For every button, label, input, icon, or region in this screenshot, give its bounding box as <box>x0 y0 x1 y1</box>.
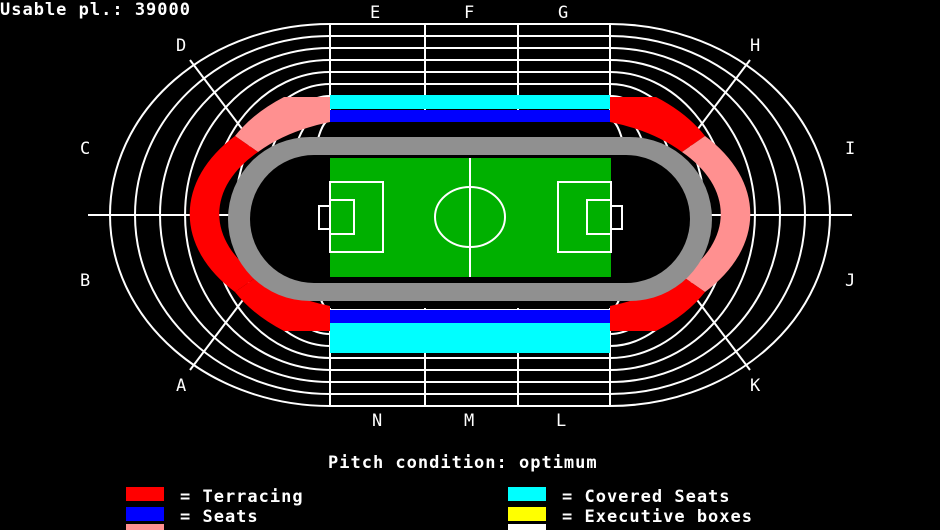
sector-label-a: A <box>176 376 186 396</box>
stand-left-lower-terracing[interactable] <box>235 276 330 331</box>
sector-label-i: I <box>845 139 855 159</box>
sector-label-l: L <box>556 411 566 431</box>
usable-places-label: Usable pl.: 39000 <box>0 0 191 20</box>
stand-top-covered-seats[interactable] <box>330 95 610 109</box>
legend-swatch-seats <box>126 507 164 521</box>
stand-right-upper-terracing[interactable] <box>610 97 705 152</box>
stadium-map[interactable]: E F G N M L D C B A H I J K <box>0 0 940 470</box>
legend-swatch-executive-boxes <box>508 507 546 521</box>
pitch-condition-status: Pitch condition: optimum <box>328 453 598 473</box>
legend-swatch-partial-right <box>508 524 546 530</box>
stand-right-bottom-terracing[interactable] <box>610 276 705 331</box>
pitch[interactable] <box>318 158 623 277</box>
stand-left-upper-terracing-light[interactable] <box>235 97 330 152</box>
stand-bottom-seats[interactable] <box>330 310 610 323</box>
sector-label-k: K <box>750 376 761 396</box>
stand-left-terracing[interactable] <box>189 136 258 292</box>
sector-label-e: E <box>370 3 380 23</box>
legend-swatch-covered-seats <box>508 487 546 501</box>
stand-top-seats[interactable] <box>330 110 610 122</box>
legend-label-executive-boxes: = Executive boxes <box>562 507 753 527</box>
sector-label-g: G <box>558 3 568 23</box>
sector-label-h: H <box>750 36 760 56</box>
sector-label-m: M <box>464 411 474 431</box>
legend-swatch-terracing <box>126 487 164 501</box>
stand-right-lower-terracing[interactable] <box>682 136 751 292</box>
legend-label-seats: = Seats <box>180 507 259 527</box>
legend-swatch-partial <box>126 524 164 530</box>
sector-label-n: N <box>372 411 382 431</box>
legend-label-covered-seats: = Covered Seats <box>562 487 731 507</box>
legend-label-terracing: = Terracing <box>180 487 304 507</box>
sector-label-j: J <box>845 271 855 291</box>
sector-label-c: C <box>80 139 90 159</box>
sector-label-b: B <box>80 271 90 291</box>
sector-label-f: F <box>464 3 474 23</box>
sector-label-d: D <box>176 36 186 56</box>
stand-bottom-covered-seats[interactable] <box>330 323 610 353</box>
